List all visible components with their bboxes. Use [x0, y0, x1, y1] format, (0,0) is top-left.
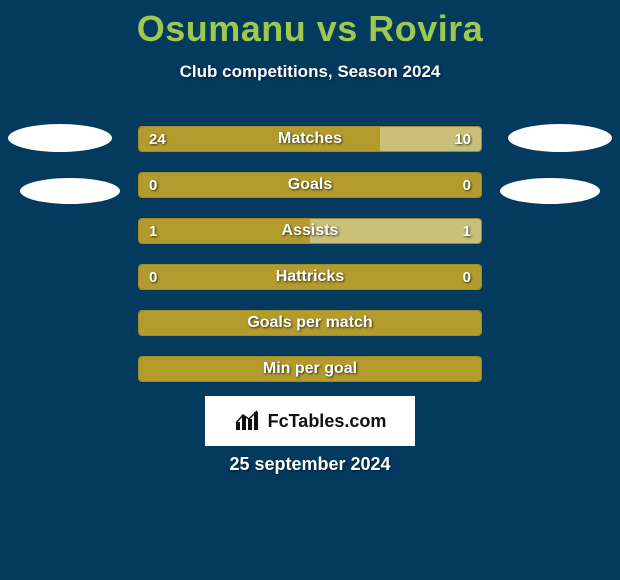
bar-segment-full [139, 173, 481, 197]
bar-row: Min per goal [138, 356, 482, 382]
bar-row: Hattricks00 [138, 264, 482, 290]
watermark-logo: FcTables.com [205, 396, 415, 446]
bar-row: Matches2410 [138, 126, 482, 152]
page-title: Osumanu vs Rovira [0, 0, 620, 50]
bar-row: Goals per match [138, 310, 482, 336]
chart-icon [234, 410, 262, 432]
page-subtitle: Club competitions, Season 2024 [0, 62, 620, 82]
avatar-player2-bot [500, 178, 600, 204]
bar-segment-right [310, 219, 481, 243]
bar-row: Goals00 [138, 172, 482, 198]
bar-segment-full [139, 357, 481, 381]
comparison-bars: Matches2410 Goals00 Assists11 Hattricks00 Go… [138, 126, 482, 402]
bar-segment-full [139, 265, 481, 289]
avatar-player1-top [8, 124, 112, 152]
bar-segment-right [380, 127, 481, 151]
bar-segment-full [139, 311, 481, 335]
avatar-player1-bot [20, 178, 120, 204]
avatar-player2-top [508, 124, 612, 152]
watermark-text: FcTables.com [268, 411, 387, 432]
footer-date: 25 september 2024 [0, 454, 620, 475]
bar-segment-left [139, 219, 310, 243]
bar-row: Assists11 [138, 218, 482, 244]
bar-segment-left [139, 127, 380, 151]
